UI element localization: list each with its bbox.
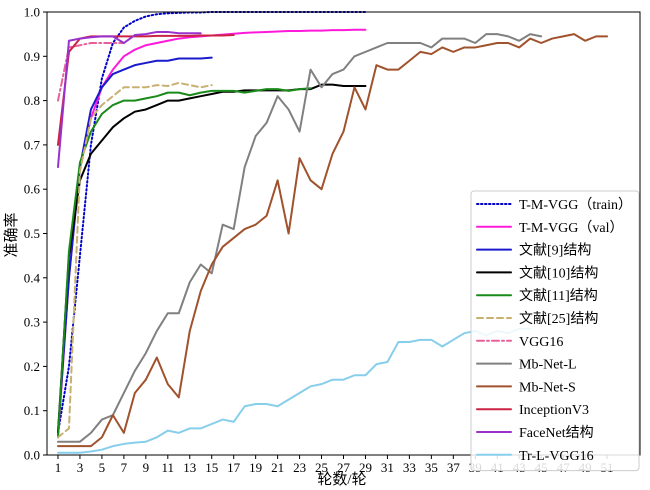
x-tick-label: 37 <box>447 460 461 475</box>
x-tick-label: 23 <box>293 460 306 475</box>
x-tick-label: 3 <box>77 460 84 475</box>
x-tick-label: 21 <box>271 460 284 475</box>
x-tick-label: 19 <box>249 460 262 475</box>
y-tick-label: 0.7 <box>24 137 41 152</box>
series-line-10 <box>56 34 235 146</box>
x-axis-title: 轮数/轮 <box>317 471 366 488</box>
x-tick-label: 11 <box>162 460 175 475</box>
series-line-4 <box>56 83 367 434</box>
series-line-6 <box>56 81 213 439</box>
legend-label-5: 文献[11]结构 <box>519 288 598 304</box>
x-tick-label: 33 <box>403 460 416 475</box>
y-tick-label: 0.4 <box>24 270 41 285</box>
x-tick-label: 29 <box>359 460 372 475</box>
legend-label-12: Tr-L-VGG16 <box>519 449 594 464</box>
legend-label-11: FaceNet结构 <box>519 425 594 441</box>
series-line-8 <box>56 33 543 443</box>
legend-label-2: T-M-VGG（val） <box>519 220 623 236</box>
x-tick-label: 13 <box>183 460 196 475</box>
y-tick-label: 0.2 <box>24 359 40 374</box>
legend-label-9: Mb-Net-S <box>519 380 576 395</box>
legend-label-10: InceptionV3 <box>519 403 589 418</box>
series-line-3 <box>56 56 213 434</box>
y-tick-label: 0.5 <box>24 226 40 241</box>
y-tick-label: 0.0 <box>24 448 40 463</box>
series-line-5 <box>56 87 312 439</box>
legend-label-4: 文献[10]结构 <box>519 265 598 281</box>
series-line-9 <box>56 33 609 448</box>
y-tick-label: 0.6 <box>24 182 41 197</box>
x-tick-label: 15 <box>205 460 218 475</box>
x-tick-label: 35 <box>425 460 438 475</box>
legend-label-6: 文献[25]结构 <box>519 311 598 327</box>
y-tick-label: 0.1 <box>24 403 40 418</box>
x-tick-label: 1 <box>55 460 62 475</box>
x-tick-label: 9 <box>143 460 150 475</box>
series-line-1 <box>56 11 367 434</box>
legend-label-7: VGG16 <box>519 335 563 350</box>
x-tick-label: 5 <box>99 460 106 475</box>
legend: T-M-VGG（train） T-M-VGG（val） 文献[9]结构文献[10]结… <box>470 190 640 472</box>
y-axis-title: 准确率 <box>3 212 20 257</box>
y-tick-label: 0.8 <box>24 93 40 108</box>
legend-label-8: Mb-Net-L <box>519 358 577 373</box>
x-tick-label: 17 <box>227 460 241 475</box>
x-tick-label: 31 <box>381 460 394 475</box>
x-tick-label: 27 <box>337 460 351 475</box>
legend-label-3: 文献[9]结构 <box>519 243 591 259</box>
x-tick-label: 7 <box>121 460 128 475</box>
legend-box <box>470 190 640 472</box>
y-tick-label: 0.3 <box>24 315 40 330</box>
legend-label-1: T-M-VGG（train） <box>519 197 632 213</box>
series-line-11 <box>56 30 202 169</box>
plot-area <box>56 11 609 454</box>
y-tick-label: 1.0 <box>24 5 40 20</box>
x-tick-label: 25 <box>315 460 328 475</box>
y-tick-label: 0.9 <box>24 49 40 64</box>
series-line-12 <box>56 327 532 454</box>
